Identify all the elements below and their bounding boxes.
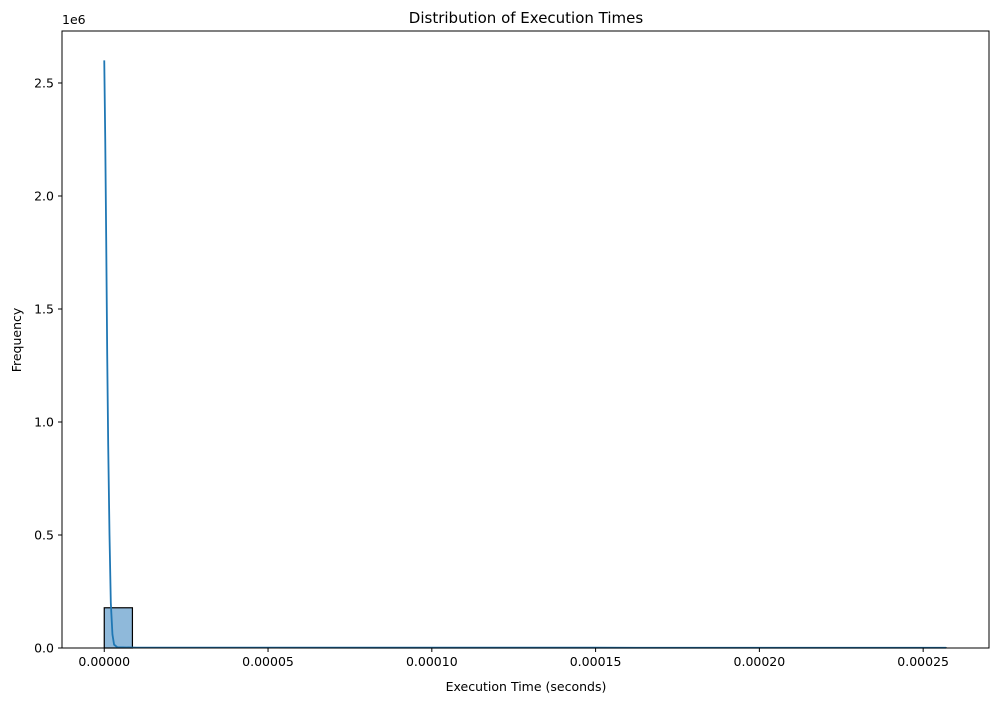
x-tick-label: 0.00005 xyxy=(242,654,294,669)
x-tick-label: 0.00015 xyxy=(570,654,622,669)
x-axis-label: Execution Time (seconds) xyxy=(446,679,607,694)
x-tick-label: 0.00025 xyxy=(897,654,949,669)
y-tick-label: 1.5 xyxy=(34,301,54,316)
y-axis-label: Frequency xyxy=(9,307,24,372)
x-tick-label: 0.00000 xyxy=(78,654,130,669)
y-tick-label: 0.5 xyxy=(34,527,54,542)
y-offset-label: 1e6 xyxy=(62,12,86,27)
chart-title: Distribution of Execution Times xyxy=(409,9,644,27)
y-tick-label: 2.5 xyxy=(34,75,54,90)
y-tick-label: 1.0 xyxy=(34,414,54,429)
y-tick-label: 0.0 xyxy=(34,641,54,656)
x-tick-label: 0.00020 xyxy=(734,654,786,669)
histogram-bar-0 xyxy=(104,608,132,648)
y-tick-label: 2.0 xyxy=(34,188,54,203)
x-tick-label: 0.00010 xyxy=(406,654,458,669)
